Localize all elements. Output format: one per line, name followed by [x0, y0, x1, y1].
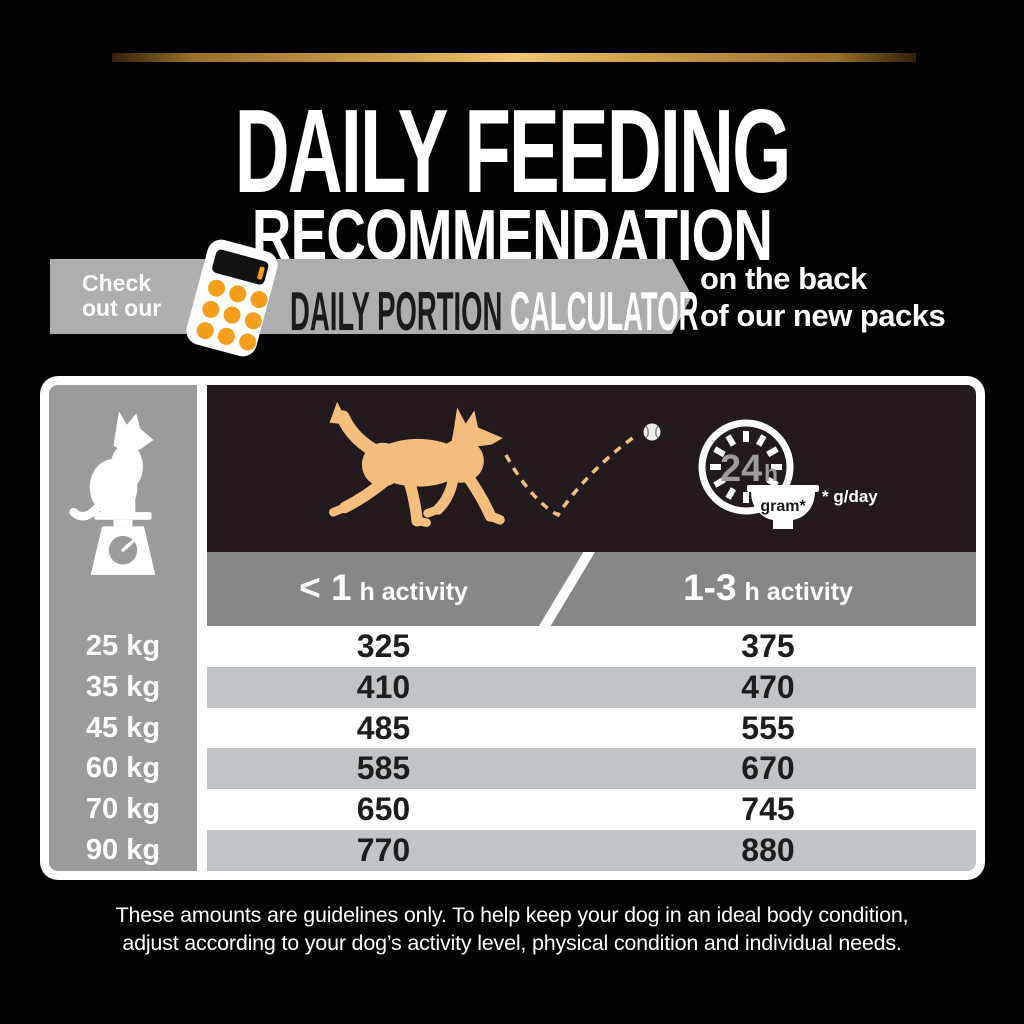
promo-lead-line2: out our: [82, 295, 162, 321]
portion-low: 585: [356, 750, 411, 787]
promo-title-light: CALCULATOR: [510, 280, 699, 342]
promo-title: DAILY PORTION CALCULATOR: [290, 283, 698, 340]
promo-banner: [50, 259, 672, 334]
weight-label: 60 kg: [85, 752, 161, 785]
clock-24-label: 24: [720, 448, 762, 490]
table-row: 325 375: [207, 626, 976, 667]
activity-low-value: < 1: [299, 567, 352, 608]
promo-right-line2: of our new packs: [700, 298, 946, 333]
activity-header-row: < 1 h activity 1-3 h activity: [207, 552, 976, 626]
promo-lead-text: Check out our: [82, 271, 161, 321]
bowl-gram-label: gram*: [760, 498, 806, 515]
page-title-line1: DAILY FEEDING: [234, 85, 792, 218]
gold-divider: [112, 53, 916, 62]
weight-column: 25 kg 35 kg 45 kg 60 kg 70 kg 90 kg: [49, 385, 197, 871]
table-row: 585 670: [207, 748, 976, 790]
disclaimer-line1: These amounts are guidelines only. To he…: [115, 903, 909, 927]
promo-lead-line1: Check: [82, 270, 152, 296]
running-dog-icon: [329, 401, 505, 528]
calculator-screen-digit: [256, 266, 266, 281]
portion-high: 670: [741, 750, 795, 787]
portion-low: 410: [356, 668, 411, 705]
disclaimer-line2: adjust according to your dog’s activity …: [122, 931, 902, 955]
portion-low: 650: [356, 791, 411, 828]
table-row: 650 745: [207, 789, 976, 830]
clock-h-label: h: [764, 460, 778, 486]
portion-high: 470: [741, 668, 795, 705]
table-graphic-header: 24 h gram* * g/day: [207, 385, 976, 552]
activity-low-unit: h activity: [359, 578, 468, 606]
feeding-table-card: 25 kg 35 kg 45 kg 60 kg 70 kg 90 kg: [40, 376, 985, 880]
activity-high-unit: h activity: [744, 578, 853, 606]
portion-low: 770: [356, 832, 411, 869]
dog-on-scale-icon: [49, 385, 197, 626]
weight-labels: 25 kg 35 kg 45 kg 60 kg 70 kg 90 kg: [49, 626, 197, 871]
gram-bowl-icon: gram*: [747, 485, 819, 529]
table-row: 770 880: [207, 830, 976, 871]
portion-high: 555: [741, 709, 795, 746]
feeding-rows: 325 375 410 470 485 555 585 670: [207, 626, 976, 871]
portion-high: 880: [741, 832, 795, 869]
portion-low: 325: [356, 627, 411, 664]
weight-label: 90 kg: [85, 834, 161, 867]
activity-high-value: 1-3: [683, 567, 737, 608]
promo-right-line1: on the back: [700, 261, 867, 296]
activity-header-high: 1-3 h activity: [560, 552, 976, 626]
calculator-keys: [194, 277, 270, 353]
promo-right-text: on the back of our new packs: [700, 260, 946, 334]
table-row: 485 555: [207, 708, 976, 749]
promo-banner-arrow: [672, 259, 692, 334]
activity-header-low: < 1 h activity: [207, 552, 560, 626]
portion-high: 375: [741, 627, 795, 664]
feeding-table-main: 24 h gram* * g/day < 1 h activity: [207, 385, 976, 871]
weight-label: 70 kg: [85, 793, 161, 826]
gram-per-day-note: * g/day: [822, 487, 878, 506]
weight-label: 25 kg: [85, 629, 161, 662]
weight-label: 45 kg: [85, 711, 161, 744]
portion-low: 485: [356, 709, 411, 746]
table-row: 410 470: [207, 666, 976, 708]
portion-high: 745: [741, 791, 795, 828]
ball-trajectory-icon: [504, 423, 661, 518]
disclaimer-text: These amounts are guidelines only. To he…: [0, 901, 1024, 957]
promo-title-dark: DAILY PORTION: [290, 280, 503, 342]
weight-label: 35 kg: [85, 670, 161, 703]
